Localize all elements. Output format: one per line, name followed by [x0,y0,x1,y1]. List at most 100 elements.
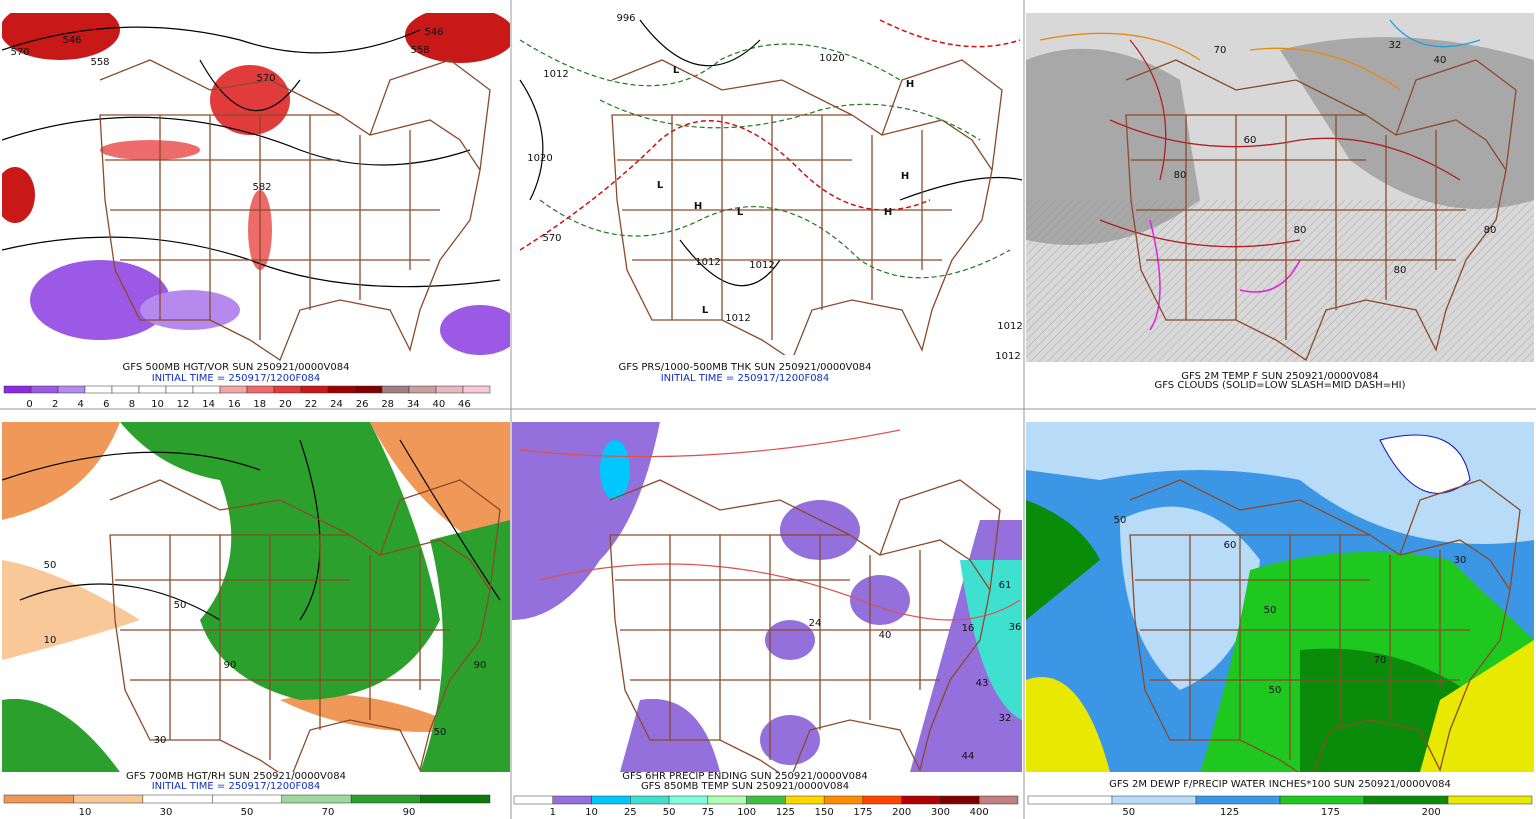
map-label: 570 [256,73,275,84]
map-label: 996 [616,13,635,24]
map-pressure [512,13,1022,355]
colorbar-label: 50 [241,807,254,818]
map-2m-temp [1026,13,1534,362]
colorbar-label: 400 [970,807,989,818]
map-label: 24 [809,618,822,629]
colorbar-label: 300 [931,807,950,818]
colorbar-label: 40 [432,399,445,410]
colorbar-label: 70 [322,807,335,818]
map-label: 70 [1374,655,1387,666]
colorbar-label: 30 [160,807,173,818]
map-label: 50 [1269,685,1282,696]
map-label: 43 [976,678,989,689]
colorbar-swatch [823,795,864,805]
colorbar-swatch [707,795,747,805]
colorbar-label: 175 [1321,807,1340,818]
map-label: H [694,201,702,212]
colorbar-label: 100 [737,807,756,818]
map-label: 570 [10,47,29,58]
map-label: 30 [154,735,167,746]
map-label: 61 [999,580,1012,591]
colorbar-swatch [57,385,86,394]
colorbar-swatch [273,385,302,394]
caption: GFS 2M DEWP F/PRECIP WATER INCHES*100 SU… [1109,779,1451,790]
map-label: 44 [962,751,975,762]
colorbar-swatch [668,795,709,805]
map-label: 1012 [695,257,720,268]
colorbar-swatch [165,385,194,394]
colorbar-swatch [30,385,59,394]
map-precip [512,422,1022,772]
map-label: 70 [1214,45,1227,56]
colorbar-label: 75 [701,807,714,818]
colorbar-swatch [785,795,825,805]
colorbar-swatch [381,385,410,394]
map-label: 1020 [527,153,552,164]
map-label: 80 [1294,225,1307,236]
map-label: L [657,180,664,191]
colorbar-label: 125 [1220,807,1239,818]
map-label: 50 [434,727,447,738]
colorbar-swatch [111,385,140,394]
map-label: 90 [474,660,487,671]
colorbar-label: 50 [1122,807,1135,818]
colorbar-swatch [3,385,32,394]
map-label: L [702,305,709,316]
colorbar-label: 125 [776,807,795,818]
colorbar-label: 46 [458,399,471,410]
colorbar-label: 6 [103,399,109,410]
colorbar-swatch [591,795,631,805]
colorbar-swatch [940,795,980,805]
map-label: H [901,171,909,182]
colorbar-swatch [1363,795,1449,805]
map-label: L [673,65,680,76]
labels: GFS 500MB HGT/VOR SUN 250921/0000V084INI… [3,13,1533,818]
colorbar-swatch [552,795,592,805]
map-label: 1020 [819,53,844,64]
map-label: 80 [1394,265,1407,276]
caption: GFS PRS/1000-500MB THK SUN 250921/0000V0… [619,362,872,373]
colorbar-swatch [901,795,941,805]
map-label: 90 [224,660,237,671]
map-500mb [2,13,510,362]
colorbar-swatch [281,794,352,804]
map-label: 1012 [543,69,568,80]
colorbar-swatch [1027,795,1113,805]
colorbar-swatch [1279,795,1365,805]
colorbar-label: 8 [129,399,135,410]
colorbar-label: 12 [177,399,190,410]
caption: GFS 6HR PRECIP ENDING SUN 250921/0000V08… [622,771,867,782]
colorbar-label: 50 [663,807,676,818]
map-label: 558 [410,45,429,56]
colorbar-swatch [350,794,421,804]
map-label: 80 [1484,225,1497,236]
map-label: 40 [1434,55,1447,66]
colorbar-label: 16 [228,399,241,410]
colorbar-swatch [435,385,464,394]
caption: GFS 850MB TEMP SUN 250921/0000V084 [641,781,849,792]
map-label: 40 [879,630,892,641]
map-label: 32 [1389,40,1402,51]
caption: GFS 700MB HGT/RH SUN 250921/0000V084 [126,771,346,782]
map-label: 558 [90,57,109,68]
colorbar-label: 18 [253,399,266,410]
colorbar-swatch [408,385,437,394]
colorbar-swatch [978,795,1019,805]
map-label: 546 [62,35,81,46]
colorbar-label: 24 [330,399,343,410]
colorbar-swatch [462,385,491,394]
map-label: 1012 [997,321,1022,332]
colorbar-label: 28 [381,399,394,410]
map-label: 60 [1224,540,1237,551]
colorbar-label: 4 [78,399,84,410]
map-label: 36 [1009,622,1022,633]
colorbar-swatch [513,795,554,805]
colorbar-label: 10 [79,807,92,818]
map-label: 1012 [725,313,750,324]
colorbar-label: 10 [585,807,598,818]
colorbar-swatch [192,385,221,394]
colorbar-label: 1 [550,807,556,818]
caption: INITIAL TIME = 250917/1200F084 [152,781,321,792]
